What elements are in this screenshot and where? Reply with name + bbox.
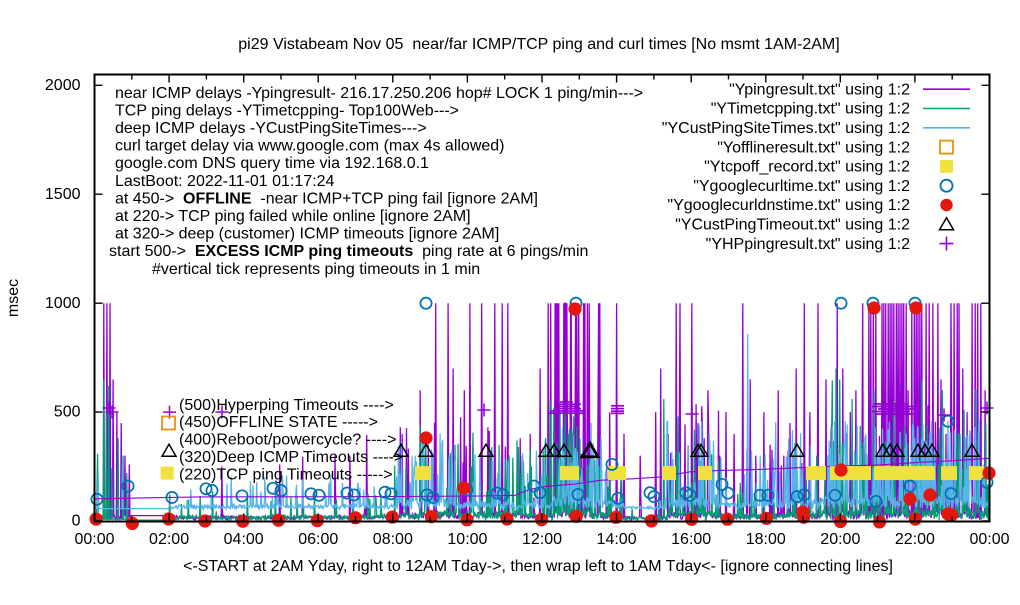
svg-text:"YTimetcpping.txt" using 1:2: "YTimetcpping.txt" using 1:2 xyxy=(711,101,910,118)
svg-text:(220)TCP ping Timeouts ----->: (220)TCP ping Timeouts -----> xyxy=(179,466,393,483)
svg-text:google.com DNS query time via: google.com DNS query time via 192.168.0.… xyxy=(115,155,429,172)
svg-text:near ICMP delays -Ypingresult-: near ICMP delays -Ypingresult- 216.17.25… xyxy=(115,85,643,102)
svg-text:(400)Reboot/powercycle? ---->: (400)Reboot/powercycle? ----> xyxy=(179,432,396,449)
svg-text:14:00: 14:00 xyxy=(597,531,637,548)
svg-text:1000: 1000 xyxy=(45,295,81,312)
svg-text:msec: msec xyxy=(5,279,22,317)
svg-text:16:00: 16:00 xyxy=(671,531,711,548)
svg-text:TCP ping delays -YTimetcpping-: TCP ping delays -YTimetcpping- Top100Web… xyxy=(115,102,459,119)
svg-text:2000: 2000 xyxy=(45,77,81,94)
svg-text:(500)Hyperping Timeouts ---->: (500)Hyperping Timeouts ----> xyxy=(179,397,394,414)
svg-text:"Yofflineresult.txt" using 1:2: "Yofflineresult.txt" using 1:2 xyxy=(717,139,910,156)
svg-text:08:00: 08:00 xyxy=(373,531,413,548)
svg-text:at 320-> deep (customer) ICMP: at 320-> deep (customer) ICMP timeouts [… xyxy=(115,226,499,243)
svg-text:at 220-> TCP ping failed while: at 220-> TCP ping failed while online [i… xyxy=(115,208,471,225)
svg-text:#vertical tick represents ping: #vertical tick represents ping timeouts … xyxy=(152,261,480,278)
svg-text:18:00: 18:00 xyxy=(746,531,786,548)
svg-text:"YHPpingresult.txt" using 1:2: "YHPpingresult.txt" using 1:2 xyxy=(706,236,910,253)
svg-text:04:00: 04:00 xyxy=(224,531,264,548)
svg-text:(450)OFFLINE STATE ----->: (450)OFFLINE STATE -----> xyxy=(179,414,378,431)
svg-text:at 450-> OFFLINE -near ICMP+: at 450-> OFFLINE -near ICMP+TCP ping fai… xyxy=(115,190,538,207)
svg-text:<-START at 2AM Yday, right to: <-START at 2AM Yday, right to 12AM Tday-… xyxy=(183,558,893,575)
svg-text:12:00: 12:00 xyxy=(522,531,562,548)
svg-text:20:00: 20:00 xyxy=(820,531,860,548)
svg-text:(320)Deep ICMP Timeouts ---->: (320)Deep ICMP Timeouts ----> xyxy=(179,449,403,466)
svg-text:00:00: 00:00 xyxy=(74,531,114,548)
svg-text:pi29 Vistabeam Nov 05 near/fa: pi29 Vistabeam Nov 05 near/far ICMP/TCP … xyxy=(238,36,839,53)
svg-text:"Ygooglecurldnstime.txt" using: "Ygooglecurldnstime.txt" using 1:2 xyxy=(667,197,910,214)
svg-text:"YCustPingSiteTimes.txt" using: "YCustPingSiteTimes.txt" using 1:2 xyxy=(662,120,910,137)
svg-text:curl target delay via www.goog: curl target delay via www.google.com (ma… xyxy=(115,138,505,155)
svg-text:LastBoot: 2022-11-01 01:17:24: LastBoot: 2022-11-01 01:17:24 xyxy=(115,173,335,190)
svg-text:start 500-> EXCESS ICMP ping: start 500-> EXCESS ICMP ping timeouts pi… xyxy=(109,243,588,260)
svg-text:500: 500 xyxy=(54,404,81,421)
svg-text:10:00: 10:00 xyxy=(447,531,487,548)
svg-text:06:00: 06:00 xyxy=(298,531,338,548)
svg-text:00:00: 00:00 xyxy=(969,531,1009,548)
svg-text:02:00: 02:00 xyxy=(149,531,189,548)
svg-text:deep ICMP delays -YCustPingSit: deep ICMP delays -YCustPingSiteTimes---> xyxy=(115,120,427,137)
svg-text:"Ypingresult.txt" using 1:2: "Ypingresult.txt" using 1:2 xyxy=(729,81,910,98)
svg-text:"Ygooglecurltime.txt" using 1:: "Ygooglecurltime.txt" using 1:2 xyxy=(693,178,910,195)
svg-text:"Ytcpoff_record.txt" using 1:2: "Ytcpoff_record.txt" using 1:2 xyxy=(704,159,910,176)
svg-text:22:00: 22:00 xyxy=(895,531,935,548)
svg-text:1500: 1500 xyxy=(45,186,81,203)
svg-text:0: 0 xyxy=(72,513,81,530)
svg-text:"YCustPingTimeout.txt" using 1: "YCustPingTimeout.txt" using 1:2 xyxy=(675,217,910,234)
